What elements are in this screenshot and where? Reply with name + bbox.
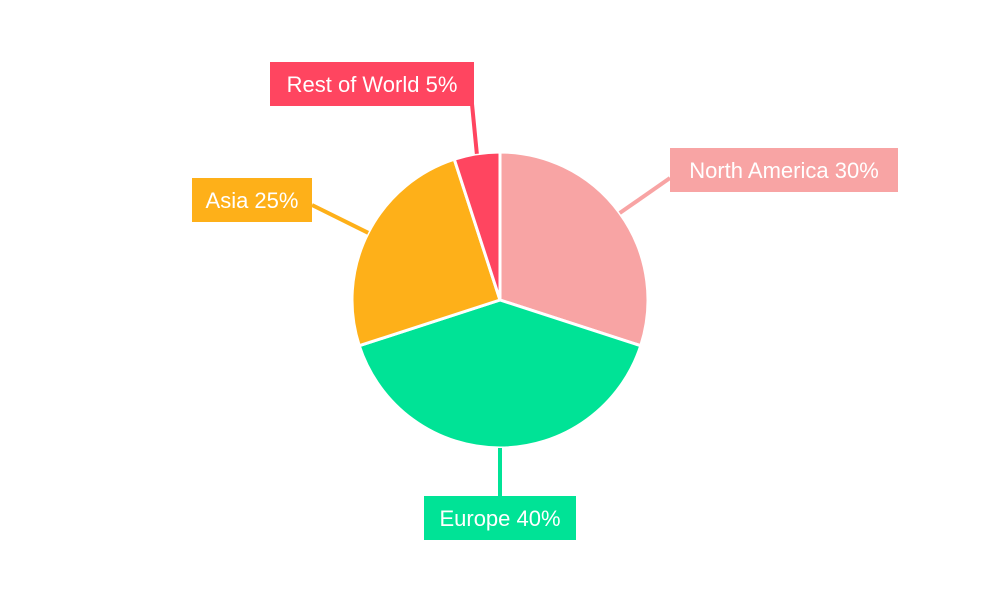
- data-label-box-asia: [192, 178, 312, 222]
- pie-slice-europe[interactable]: [357, 298, 643, 450]
- pie-slice-asia[interactable]: [350, 157, 502, 348]
- leader-line-asia: [311, 203, 370, 235]
- leader-line-north-america: [618, 176, 672, 215]
- data-label-north-america: North America 30%: [689, 158, 879, 183]
- data-label-box-north-america: [670, 148, 898, 192]
- leader-line-rest-of-world: [470, 103, 479, 155]
- data-label-asia: Asia 25%: [206, 188, 299, 213]
- data-label-box-europe: [424, 496, 576, 540]
- data-label-europe: Europe 40%: [439, 506, 560, 531]
- data-label-box-rest-of-world: [270, 62, 474, 106]
- pie-slice-rest-of-world[interactable]: [452, 150, 502, 302]
- data-label-rest-of-world: Rest of World 5%: [287, 72, 458, 97]
- pie-slice-north-america[interactable]: [498, 150, 650, 348]
